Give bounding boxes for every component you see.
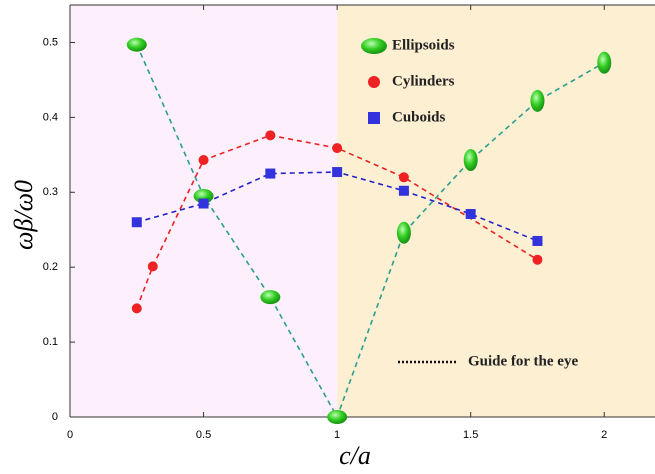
x-tick-label: 0.5 [196, 429, 211, 441]
cylinder-marker [131, 303, 142, 314]
legend-icon [361, 38, 387, 54]
ellipsoid-marker [530, 89, 545, 112]
y-tick-label: 0.4 [43, 111, 58, 123]
legend-label: Ellipsoids [392, 37, 455, 53]
cylinder-marker [398, 172, 409, 183]
plot [126, 37, 612, 424]
y-tick-label: 0.5 [43, 36, 58, 48]
legend-icon [368, 112, 380, 124]
cuboid-marker [198, 198, 209, 209]
cuboid-marker [398, 185, 409, 196]
y-tick-label: 0.2 [43, 261, 58, 273]
x-tick-label: 1.5 [463, 429, 478, 441]
y-tick-label: 0 [52, 411, 58, 423]
annotation: Guide for the eye [468, 353, 578, 369]
cuboid-marker [265, 168, 276, 179]
x-axis-label: c/a [339, 441, 371, 470]
cuboid-marker [465, 208, 476, 219]
y-tick-label: 0.3 [43, 186, 58, 198]
cylinder-marker [532, 254, 543, 265]
cylinder-marker [198, 155, 209, 166]
legend-square [368, 112, 380, 124]
y-tick-label: 0.1 [43, 336, 58, 348]
x-tick-label: 0 [67, 429, 73, 441]
cuboid-marker [332, 167, 343, 178]
y-axis-label: ωβ/ω0 [9, 180, 38, 250]
cylinder-marker [147, 261, 158, 272]
ellipsoid-marker [463, 149, 478, 172]
ellipsoid-marker [260, 290, 281, 305]
cuboid-marker [532, 235, 543, 246]
ellipsoid-marker [126, 37, 147, 52]
cylinder-marker [265, 130, 276, 141]
legend-icon [368, 76, 380, 88]
guide-line [136, 44, 605, 419]
legend-label: Cylinders [392, 73, 455, 89]
legend-ellipse [361, 38, 387, 54]
x-tick-label: 2 [601, 429, 607, 441]
region [337, 5, 655, 417]
cylinder-marker [332, 143, 343, 154]
cuboid-marker [131, 217, 142, 228]
x-tick-label: 1 [334, 429, 340, 441]
legend-circle [368, 76, 380, 88]
region [70, 5, 338, 417]
ellipsoid-marker [396, 221, 411, 244]
legend-label: Cuboids [392, 109, 446, 125]
ellipsoid-marker [597, 51, 612, 74]
ellipsoid-marker [327, 410, 348, 424]
background [69, 4, 655, 418]
